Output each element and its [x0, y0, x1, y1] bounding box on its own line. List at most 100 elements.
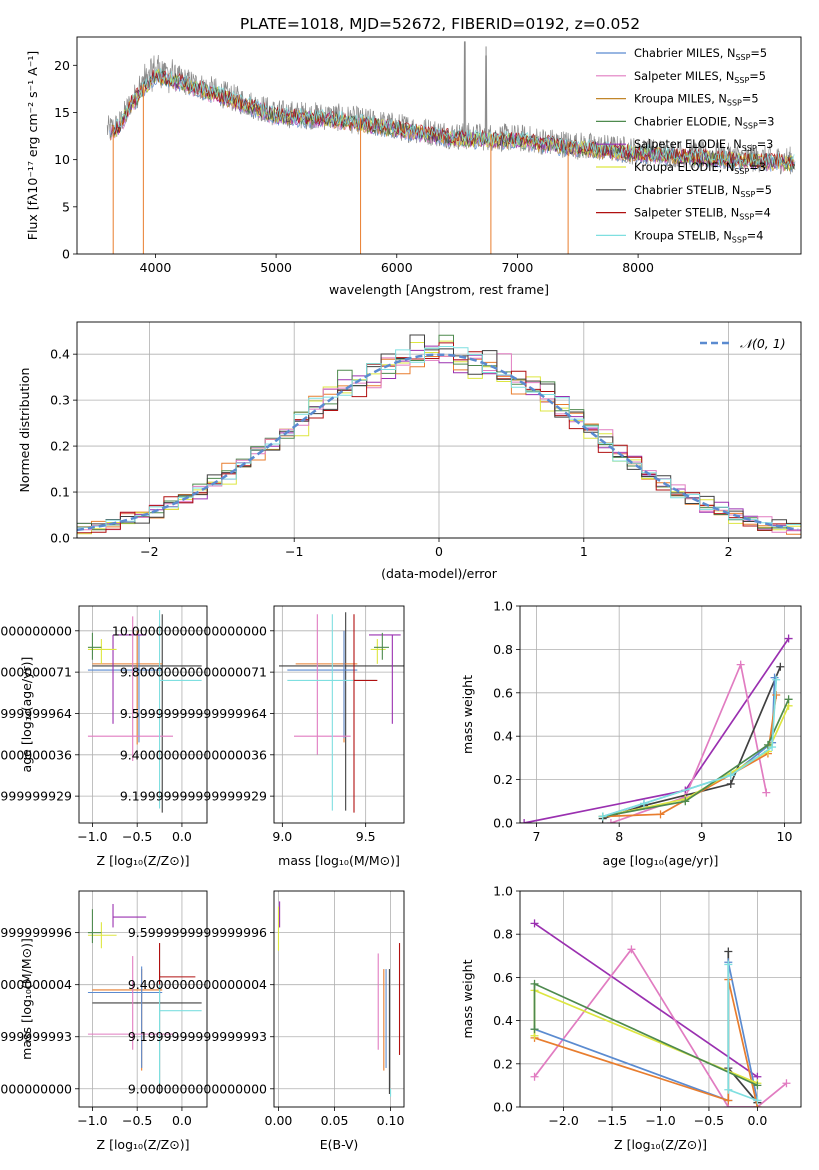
residuals-ytick-label: 0.2 — [50, 439, 70, 454]
figure-title: PLATE=1018, MJD=52672, FIBERID=0192, z=0… — [240, 15, 640, 33]
age-vs-mass-ytick-label: 9.59999999999999964 — [120, 706, 267, 721]
legend-suffix: =5 — [755, 184, 772, 197]
mass-weight-vs-age-ytick-label: 0.0 — [493, 816, 513, 831]
spectrum-ytick-label: 20 — [54, 58, 70, 73]
residuals-ytick-label: 0.4 — [50, 347, 70, 362]
mass-weight-vs-z-ytick-label: 0.8 — [493, 927, 513, 942]
mass-vs-z-ytick-label: 9.1999999999999993 — [0, 1029, 72, 1044]
legend-label: Kroupa STELIB, NSSP=4 — [634, 229, 763, 244]
mass-weight-marker — [520, 819, 529, 823]
mass-weight-marker — [726, 779, 735, 788]
mass-weight-line — [602, 694, 778, 818]
mass-vs-ebv-xtick-label: 0.05 — [321, 1113, 349, 1128]
residuals-ytick-label: 0.3 — [50, 393, 70, 408]
mass-vs-ebv-xtick-label: 0.10 — [377, 1113, 405, 1128]
legend-label: Salpeter STELIB, NSSP=4 — [634, 207, 771, 222]
mass-vs-ebv-ytick-label: 9.4000000000000004 — [128, 977, 267, 992]
mass-weight-vs-z-xtick-label: −1.0 — [645, 1113, 675, 1128]
mass-weight-vs-z-ytick-label: 0.2 — [493, 1056, 513, 1071]
clip-spectrum-group — [106, 41, 796, 254]
mass-vs-z-frame — [78, 890, 208, 1108]
age-vs-z-frame — [78, 605, 208, 824]
residuals-xtick-label: −1 — [285, 544, 303, 559]
age-vs-z-xtick-label: −0.5 — [122, 829, 152, 844]
mass-weight-vs-z-xtick-label: −0.5 — [694, 1113, 724, 1128]
clip-mass-weight-vs-age-group — [520, 634, 793, 823]
mass-weight-vs-age-xtick-label: 9 — [698, 829, 706, 844]
legend-suffix: =5 — [749, 70, 766, 83]
mass-weight-vs-age-xtick-label: 8 — [615, 829, 623, 844]
clip-residuals-group — [77, 334, 801, 535]
mass-vs-z-ytick-label: 9.0000000000000000 — [0, 1081, 72, 1096]
age-vs-mass-ytick-label: 9.19999999999999929 — [120, 789, 267, 804]
legend-label: Chabrier MILES, NSSP=5 — [634, 47, 767, 62]
residual-histogram — [77, 334, 801, 529]
legend-subscript: SSP — [735, 53, 750, 62]
age-vs-mass-ytick-label: 10.00000000000000000 — [112, 623, 267, 638]
mass-weight-marker — [768, 743, 777, 752]
mass-weight-vs-age-ytick-label: 0.2 — [493, 772, 513, 787]
spectrum-xtick-label: 4000 — [140, 260, 172, 275]
legend-suffix: =5 — [750, 47, 767, 60]
mass-weight-line — [534, 922, 758, 1078]
mass-weight-line — [523, 638, 790, 823]
legend-subscript: SSP — [727, 99, 742, 108]
mass-weight-marker — [776, 662, 785, 671]
mass-weight-marker — [530, 919, 539, 928]
model-spectrum-line — [111, 69, 795, 169]
legend-label: Chabrier STELIB, NSSP=5 — [634, 184, 772, 199]
mass-weight-marker — [598, 812, 607, 821]
mass-vs-z-ytick-label: 9.4000000000000004 — [0, 977, 72, 992]
legend-label: Kroupa MILES, NSSP=5 — [634, 93, 759, 108]
mass-vs-ebv-xlabel: E(B-V) — [320, 1137, 359, 1152]
mass-weight-marker — [639, 799, 648, 808]
residuals-xtick-label: 1 — [580, 544, 588, 559]
age-vs-mass-xtick-label: 9.0 — [272, 829, 292, 844]
residual-histogram — [77, 334, 801, 531]
mass-weight-vs-age-ytick-label: 1.0 — [493, 599, 513, 614]
age-vs-mass-ytick-label: 9.40000000000000036 — [120, 747, 267, 762]
legend-suffix: =3 — [749, 161, 766, 174]
mass-weight-vs-z-xlabel: Z [log₁₀(Z/Z⊙)] — [614, 1137, 707, 1152]
model-spectrum-line — [112, 68, 795, 169]
clip-age-vs-mass-group — [279, 612, 404, 813]
mass-weight-vs-z-xtick-label: −2.0 — [548, 1113, 578, 1128]
mass-weight-marker — [724, 947, 733, 956]
residuals-xtick-label: 0 — [435, 544, 443, 559]
legend-label: 𝒩(0, 1) — [740, 336, 786, 351]
mass-weight-vs-age-ytick-label: 0.8 — [493, 642, 513, 657]
mass-weight-marker — [606, 819, 615, 823]
mass-weight-vs-age-frame — [519, 605, 802, 824]
mass-weight-marker — [724, 1096, 733, 1105]
legend-subscript: SSP — [734, 76, 749, 85]
spectrum-ylabel: Flux [fλ10⁻¹⁷ erg cm⁻² s⁻¹ A⁻¹] — [25, 51, 40, 240]
mass-vs-z-xtick-label: −0.5 — [122, 1113, 152, 1128]
mass-vs-ebv-frame — [273, 890, 405, 1108]
mass-weight-marker — [736, 660, 745, 669]
mass-vs-ebv-xtick-label: 0.00 — [265, 1113, 293, 1128]
age-vs-z-xtick-label: 0.0 — [172, 829, 192, 844]
mass-weight-marker — [726, 771, 735, 780]
mass-weight-marker — [530, 1025, 539, 1034]
residuals-xlabel: (data-model)/error — [381, 566, 498, 581]
age-vs-mass-xlabel: mass [log₁₀(M/M⊙)] — [278, 853, 400, 868]
age-vs-mass-xtick-label: 9.5 — [356, 829, 376, 844]
spectrum-ytick-label: 5 — [62, 199, 70, 214]
mass-vs-z-xtick-label: −1.0 — [77, 1113, 107, 1128]
mass-weight-marker — [782, 1079, 791, 1088]
mass-weight-vs-age-xlabel: age [log₁₀(age/yr)] — [603, 853, 719, 868]
mass-weight-marker — [724, 1085, 733, 1094]
legend-suffix: =5 — [742, 93, 759, 106]
mass-weight-marker — [530, 1072, 539, 1081]
mass-weight-vs-age-ytick-label: 0.4 — [493, 729, 513, 744]
legend-suffix: =4 — [747, 229, 764, 242]
mass-weight-vs-z-ytick-label: 0.4 — [493, 1013, 513, 1028]
mass-weight-vs-z-ytick-label: 0.6 — [493, 970, 513, 985]
mass-weight-vs-age-xtick-label: 10 — [777, 829, 793, 844]
mass-weight-vs-z-frame — [519, 890, 802, 1108]
age-vs-mass-frame — [273, 605, 405, 824]
legend-suffix: =3 — [758, 115, 775, 128]
mass-weight-marker — [724, 960, 733, 969]
gaussian-curve — [77, 353, 799, 532]
clip-mass-vs-z-group — [87, 904, 202, 1094]
